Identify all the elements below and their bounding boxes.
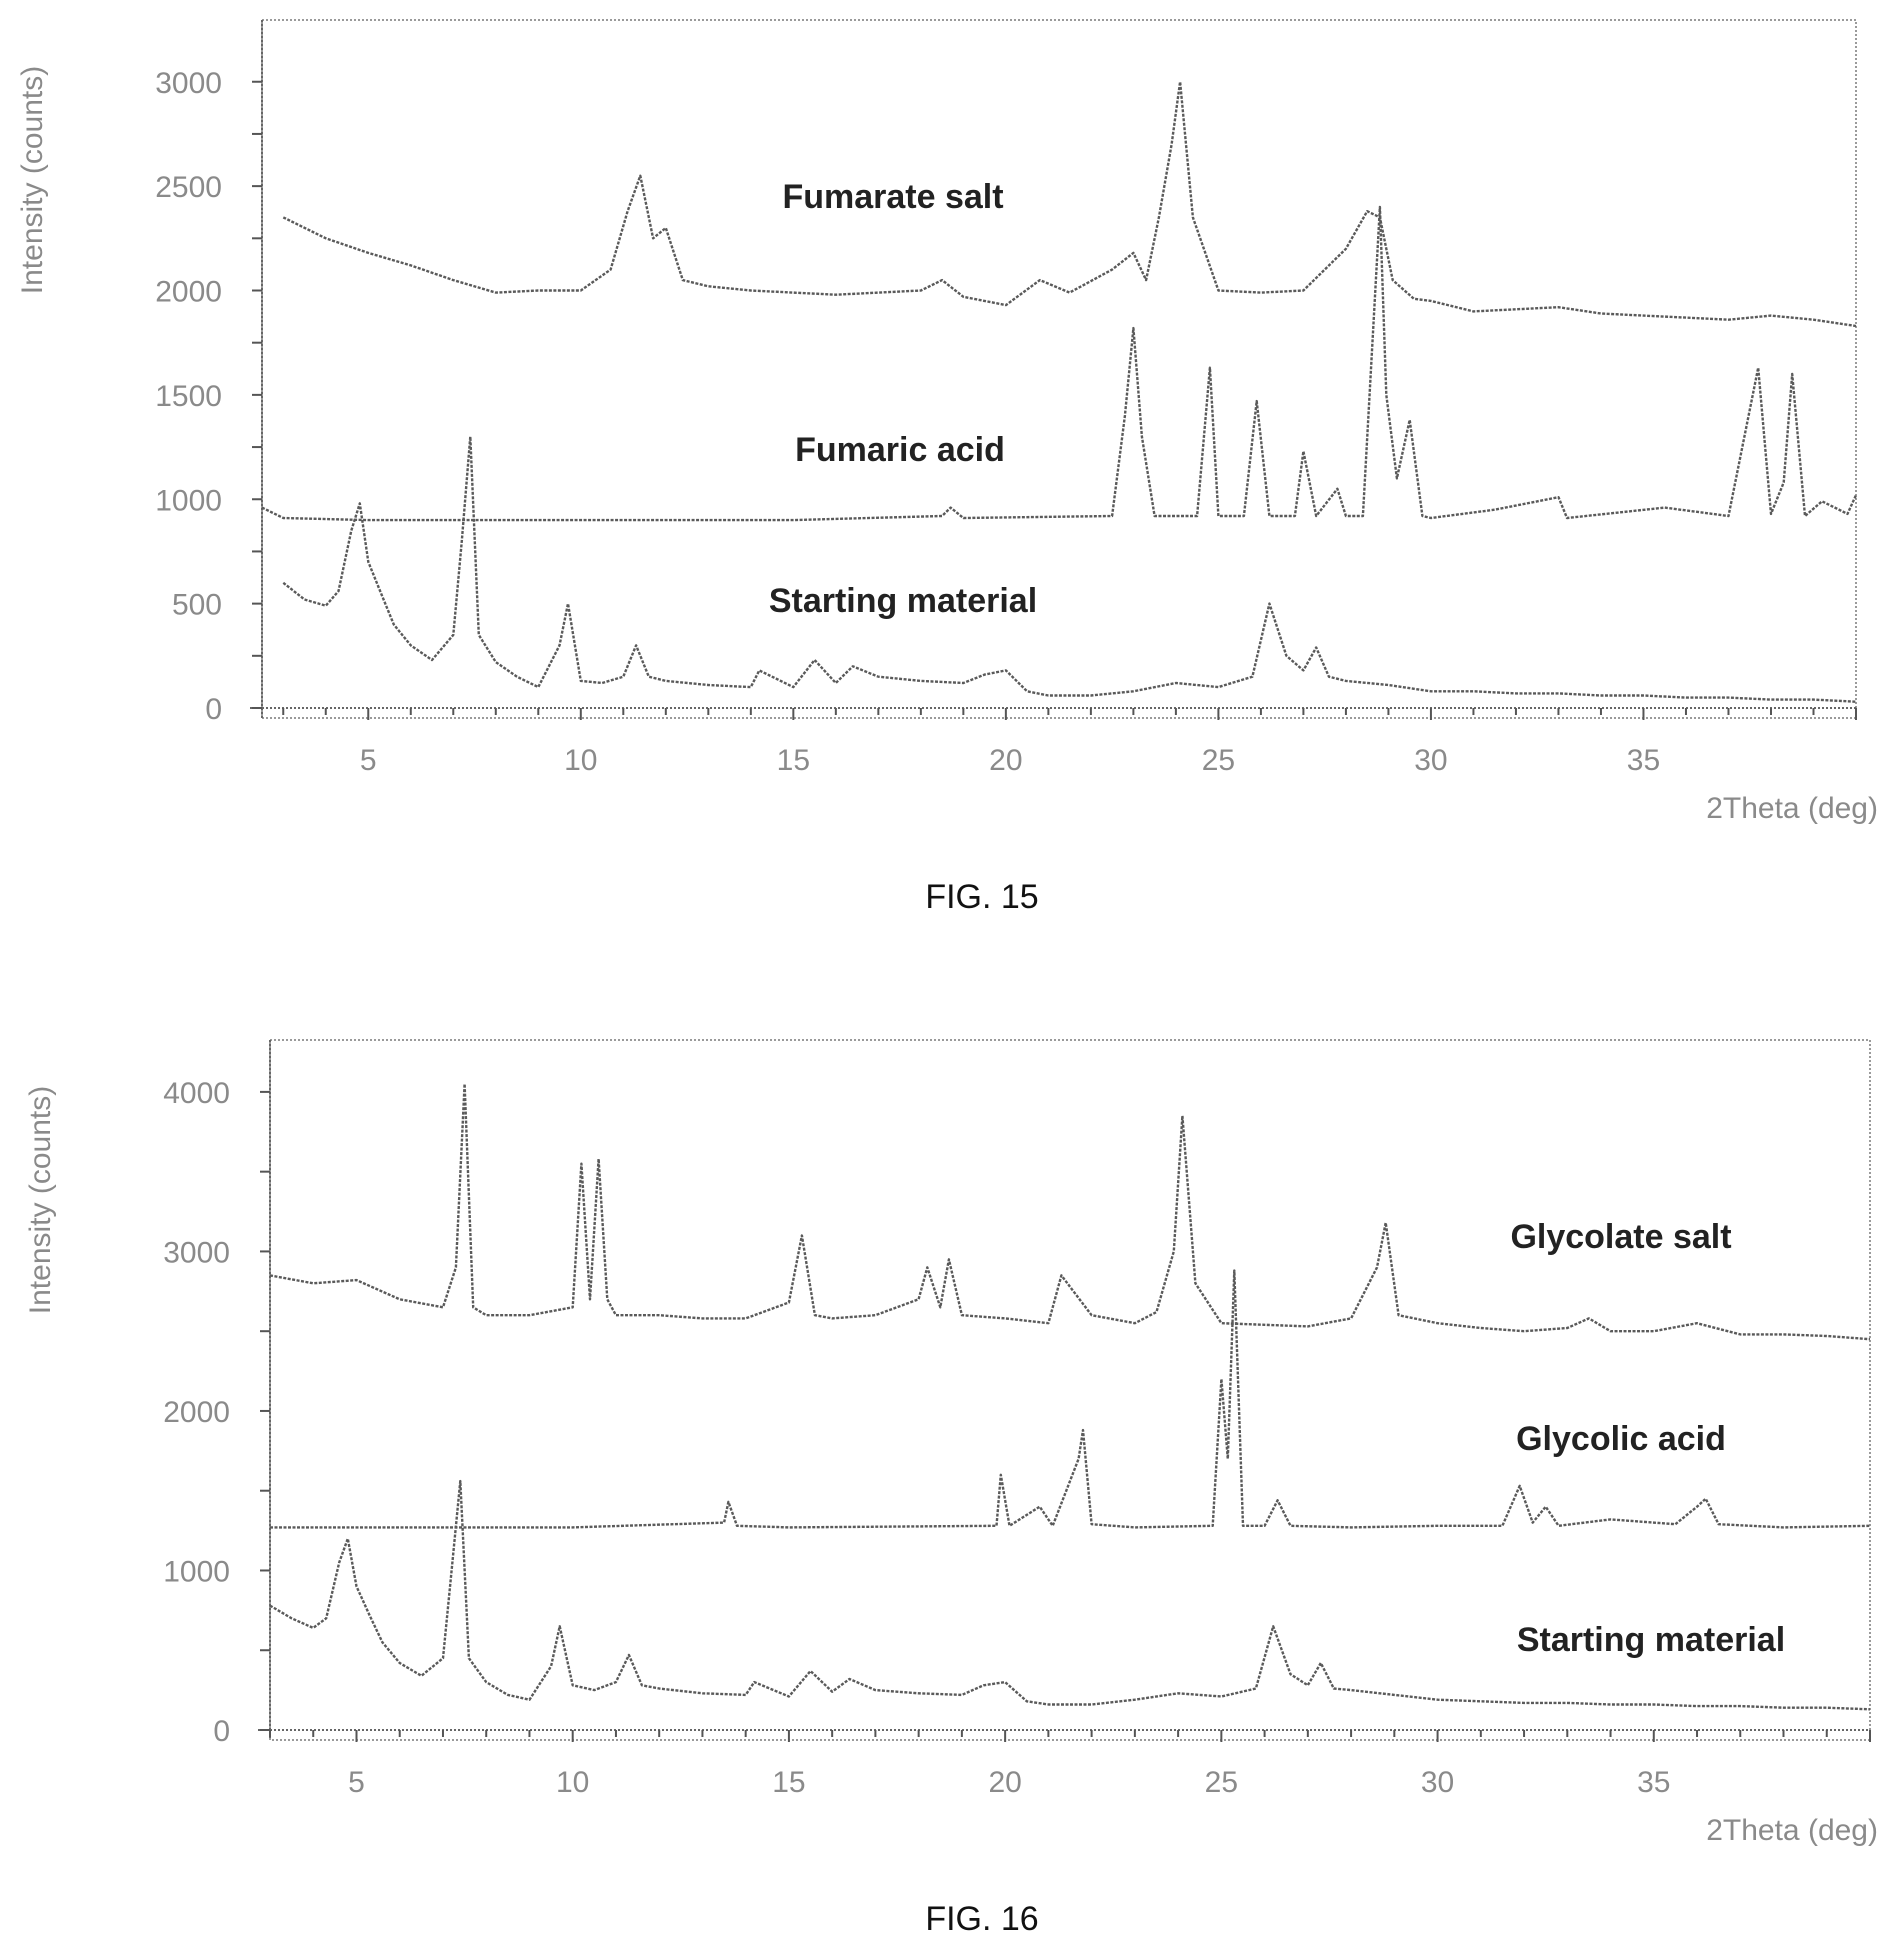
x-tick-label: 15 (777, 744, 810, 777)
x-tick-label: 5 (348, 1766, 365, 1799)
y-tick-label: 500 (172, 589, 222, 622)
series-label-1: Fumaric acid (795, 431, 1005, 469)
y-tick-label: 2500 (155, 171, 222, 204)
x-tick-label: 15 (772, 1766, 805, 1799)
x-tick-label: 5 (360, 744, 377, 777)
series-line-2 (282, 435, 1857, 703)
series-line-0 (282, 80, 1857, 328)
x-tick-label: 30 (1414, 744, 1447, 777)
x-tick-label: 25 (1202, 744, 1235, 777)
y-tick-label: 1000 (163, 1555, 230, 1588)
x-tick-label: 35 (1627, 744, 1660, 777)
series-label-0: Fumarate salt (782, 178, 1003, 216)
y-tick-label: 4000 (163, 1077, 230, 1110)
x-tick-label: 10 (556, 1766, 589, 1799)
y-tick-label: 3000 (155, 67, 222, 100)
figure-caption: FIG. 16 (925, 1900, 1038, 1938)
series-line-1 (261, 205, 1858, 522)
x-tick-label: 20 (988, 1766, 1021, 1799)
x-tick-label: 35 (1637, 1766, 1670, 1799)
y-tick-label: 1000 (155, 484, 222, 517)
series-label-1: Glycolic acid (1516, 1420, 1726, 1458)
x-tick-label: 10 (564, 744, 597, 777)
y-axis-label: Intensity (counts) (16, 66, 49, 294)
x-axis-label: 2Theta (deg) (1706, 792, 1878, 825)
series-label-0: Glycolate salt (1510, 1218, 1731, 1256)
y-tick-label: 3000 (163, 1236, 230, 1269)
series-line-0 (269, 1082, 1871, 1341)
series-line-2 (269, 1479, 1871, 1711)
series-line-1 (270, 1269, 1871, 1529)
series-label-2: Starting material (1517, 1621, 1785, 1659)
y-tick-label: 2000 (155, 276, 222, 309)
x-tick-label: 25 (1205, 1766, 1238, 1799)
plot-frame (261, 19, 1857, 719)
chart-fig16: 0 1000 2000 3000 4000 5 10 15 20 25 30 35 Intensity … (24, 1039, 1878, 1938)
x-tick-label: 20 (989, 744, 1022, 777)
y-tick-label: 1500 (155, 380, 222, 413)
x-axis-label: 2Theta (deg) (1706, 1814, 1878, 1847)
y-tick-label: 0 (205, 693, 222, 726)
y-tick-label: 2000 (163, 1396, 230, 1429)
y-axis-label: Intensity (counts) (24, 1086, 57, 1314)
chart-fig15: 0 500 1000 1500 2000 2500 3000 5 10 15 20 25 30 35 Int… (16, 19, 1878, 916)
figure-caption: FIG. 15 (925, 878, 1038, 916)
x-tick-label: 30 (1421, 1766, 1454, 1799)
y-tick-label: 0 (213, 1715, 230, 1748)
series-label-2: Starting material (769, 582, 1037, 620)
